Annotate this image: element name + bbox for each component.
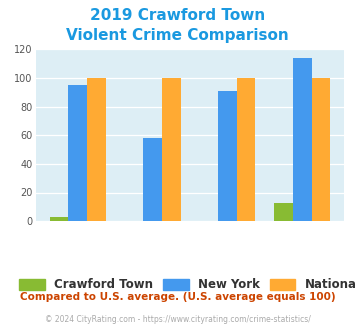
Bar bbox=[143, 138, 162, 221]
Bar bbox=[68, 85, 87, 221]
Bar bbox=[274, 203, 293, 221]
Text: Compared to U.S. average. (U.S. average equals 100): Compared to U.S. average. (U.S. average … bbox=[20, 292, 335, 302]
Bar bbox=[162, 78, 181, 221]
Bar bbox=[293, 58, 312, 221]
Bar bbox=[312, 78, 330, 221]
Bar bbox=[237, 78, 256, 221]
Bar bbox=[218, 91, 237, 221]
Bar bbox=[50, 217, 68, 221]
Legend: Crawford Town, New York, National: Crawford Town, New York, National bbox=[19, 279, 355, 291]
Text: © 2024 CityRating.com - https://www.cityrating.com/crime-statistics/: © 2024 CityRating.com - https://www.city… bbox=[45, 315, 310, 324]
Text: 2019 Crawford Town: 2019 Crawford Town bbox=[90, 8, 265, 23]
Text: Violent Crime Comparison: Violent Crime Comparison bbox=[66, 28, 289, 43]
Bar bbox=[87, 78, 106, 221]
